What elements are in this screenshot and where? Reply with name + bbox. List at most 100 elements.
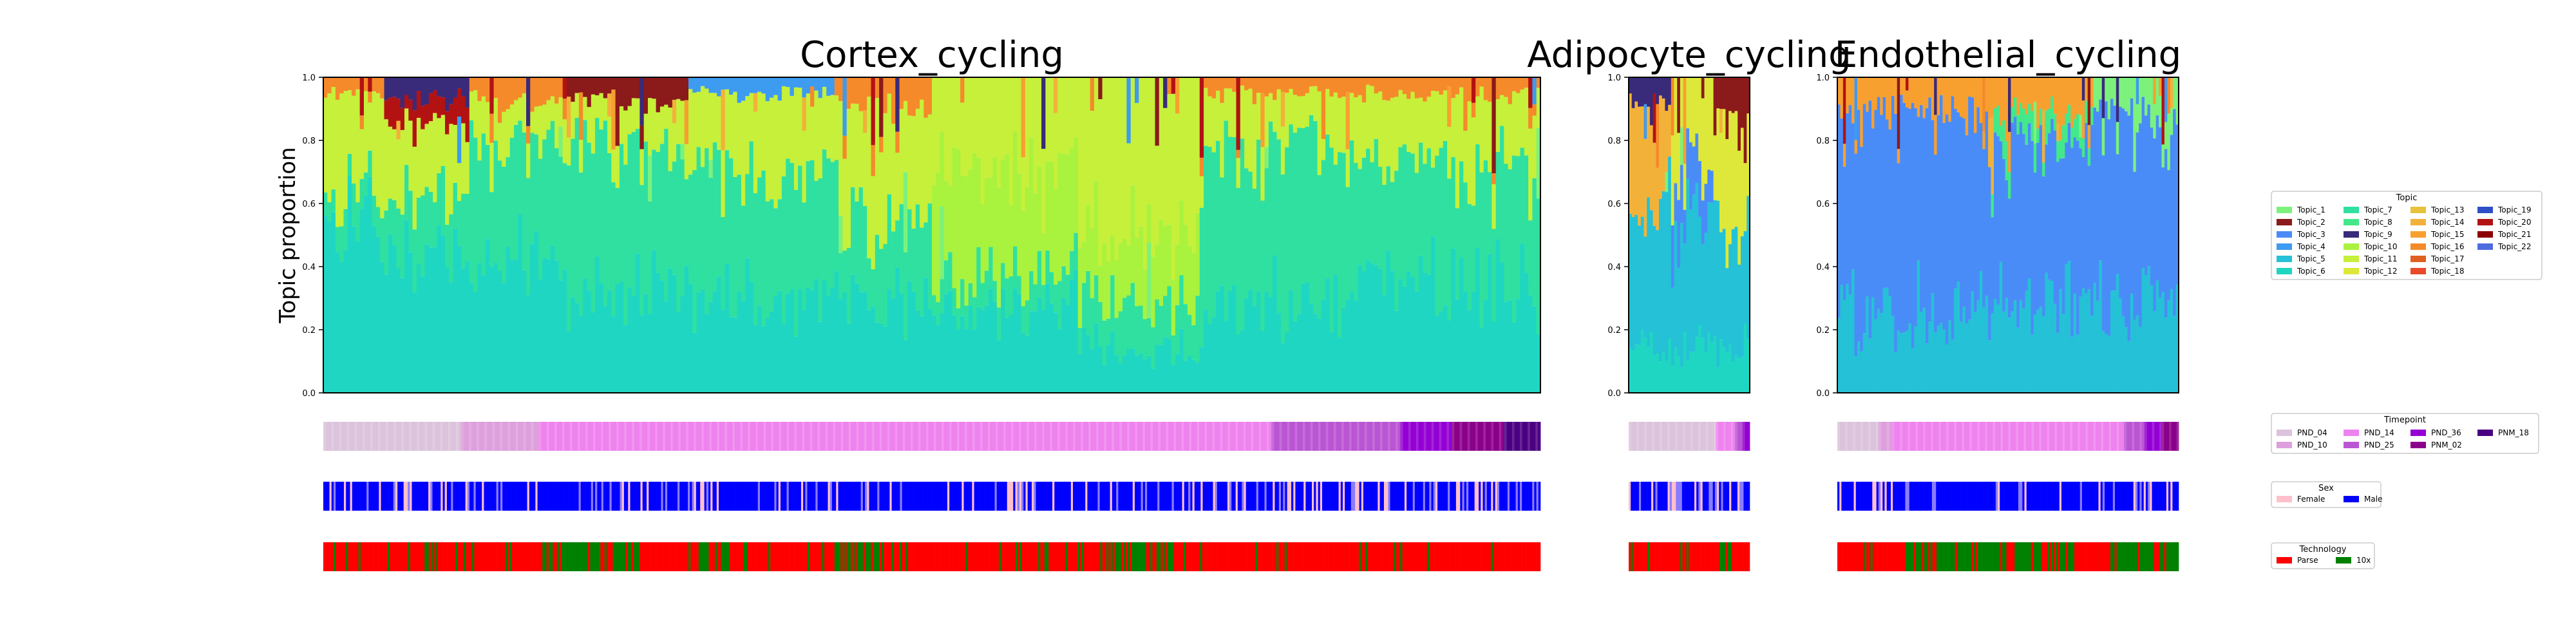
- topic-segment: [1982, 149, 1986, 308]
- topic-segment: [1993, 108, 1997, 133]
- timepoint-cell: [1158, 422, 1161, 451]
- topic-segment: [578, 315, 583, 393]
- topic-segment: [826, 77, 831, 96]
- topic-segment: [2090, 107, 2094, 126]
- topic-segment: [733, 177, 738, 317]
- topic-segment: [1653, 142, 1656, 226]
- topic-segment: [1333, 92, 1338, 165]
- topic-segment: [980, 283, 985, 310]
- topic-segment: [481, 96, 486, 134]
- technology-cell: [733, 542, 735, 571]
- topic-segment: [473, 292, 478, 393]
- technology-cell: [1488, 542, 1492, 571]
- technology-cell: [540, 542, 543, 571]
- timepoint-cell: [370, 422, 373, 451]
- sex-cell: [1971, 482, 1974, 511]
- topic-segment: [1195, 363, 1200, 393]
- sex-cell: [1882, 482, 1885, 511]
- topic-segment: [798, 77, 802, 88]
- topic-segment: [384, 210, 389, 275]
- timepoint-cell: [941, 422, 944, 451]
- topic-segment: [1900, 95, 1904, 334]
- sex-cell: [1037, 482, 1041, 511]
- technology-cell: [1893, 542, 1896, 571]
- topic-segment: [355, 89, 361, 203]
- topic-segment: [1971, 97, 1975, 292]
- topic-segment: [1665, 361, 1669, 393]
- sex-cell: [1011, 482, 1014, 511]
- sex-cell: [721, 482, 723, 511]
- topic-segment: [1451, 77, 1456, 99]
- topic-segment: [753, 93, 758, 112]
- topic-segment: [891, 298, 896, 393]
- topic-segment: [1074, 232, 1079, 270]
- topic-segment: [1500, 95, 1504, 126]
- sex-cell: [1692, 482, 1695, 511]
- legend-label: Topic_20: [2497, 218, 2531, 227]
- topic-segment: [834, 160, 839, 271]
- sex-cell: [724, 482, 728, 511]
- topic-segment: [1142, 269, 1148, 319]
- sex-cell: [949, 482, 952, 511]
- technology-cell: [795, 542, 798, 571]
- timepoint-cell: [1886, 422, 1889, 451]
- sex-cell: [986, 482, 989, 511]
- topic-segment: [737, 102, 742, 175]
- sex-cell: [1408, 482, 1411, 511]
- technology-cell: [2102, 542, 2105, 571]
- timepoint-cell: [1294, 422, 1298, 451]
- topic-segment: [1049, 303, 1054, 393]
- timepoint-cell: [440, 422, 443, 451]
- technology-cell: [1906, 542, 1908, 571]
- topic-segment: [1988, 167, 1992, 341]
- timepoint-cell: [737, 422, 741, 451]
- topic-segment: [437, 118, 442, 173]
- topic-segment: [1520, 147, 1525, 244]
- topic-segment: [1118, 243, 1123, 312]
- topic-segment: [1005, 154, 1010, 279]
- topic-segment: [1390, 182, 1395, 271]
- sex-cell: [922, 482, 925, 511]
- topic-segment: [1701, 337, 1705, 393]
- topic-segment: [980, 77, 985, 204]
- technology-cell: [698, 542, 701, 571]
- timepoint-cell: [1243, 422, 1246, 451]
- topic-segment: [1479, 86, 1484, 173]
- sex-cell: [735, 482, 738, 511]
- timepoint-cell: [1656, 422, 1660, 451]
- timepoint-cell: [1271, 422, 1274, 451]
- sex-cell: [1394, 482, 1397, 511]
- sex-cell: [611, 482, 614, 511]
- topic-segment: [433, 247, 437, 393]
- legend-swatch: [2277, 496, 2292, 502]
- timepoint-cell: [2154, 422, 2157, 451]
- sex-cell: [1989, 482, 1992, 511]
- technology-cell: [834, 542, 837, 571]
- sex-cell: [1719, 482, 1721, 511]
- topic-segment: [2121, 108, 2125, 316]
- technology-cell: [1007, 542, 1010, 571]
- timepoint-cell: [2149, 422, 2152, 451]
- topic-segment: [964, 305, 969, 330]
- technology-cell: [656, 542, 659, 571]
- topic-segment: [2107, 77, 2111, 120]
- topic-segment: [1341, 307, 1347, 393]
- topic-segment: [1880, 313, 1884, 393]
- technology-cell: [1680, 542, 1683, 571]
- technology-cell: [1059, 542, 1061, 571]
- topic-segment: [855, 283, 860, 393]
- sex-cell: [2002, 482, 2004, 511]
- legend-topic: TopicTopic_1Topic_2Topic_3Topic_4Topic_5…: [2271, 191, 2543, 280]
- topic-segment: [530, 77, 535, 112]
- sex-cell: [490, 482, 493, 511]
- topic-segment: [911, 116, 916, 229]
- technology-cell: [846, 542, 849, 571]
- sex-cell: [446, 482, 450, 511]
- topic-segment: [1463, 182, 1468, 292]
- topic-segment: [1224, 120, 1229, 321]
- topic-segment: [1728, 244, 1732, 345]
- topic-segment: [976, 307, 981, 393]
- timepoint-cell: [959, 422, 962, 451]
- topic-segment: [1725, 268, 1729, 353]
- timepoint-cell: [1423, 422, 1426, 451]
